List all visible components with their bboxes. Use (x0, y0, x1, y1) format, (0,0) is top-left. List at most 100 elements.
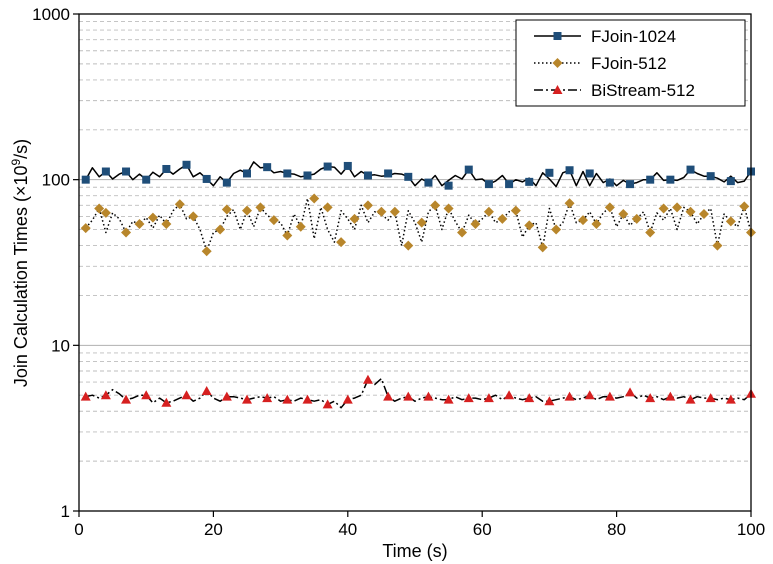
data-point-triangle (544, 396, 555, 406)
legend-entry-fjoin-1024: FJoin-1024 (534, 27, 676, 46)
data-point-diamond (174, 199, 185, 210)
data-point-diamond (510, 205, 521, 216)
plot-frame (78, 13, 752, 512)
data-point-square (122, 167, 131, 176)
y-tick-label: 1000 (32, 5, 70, 24)
legend-marker-diamond (552, 58, 563, 68)
data-point-square (464, 165, 473, 174)
data-point-square (585, 169, 594, 178)
data-point-square (484, 180, 493, 189)
data-point-diamond (470, 219, 481, 230)
data-point-diamond (242, 205, 252, 216)
data-point-diamond (134, 219, 145, 230)
legend-entry-bistream-512: BiStream-512 (534, 81, 695, 100)
data-point-diamond (739, 201, 750, 212)
data-point-triangle (625, 387, 636, 397)
data-point-square (263, 163, 272, 172)
legend-label-fjoin-512: FJoin-512 (591, 54, 667, 73)
x-tick-label: 40 (338, 520, 357, 539)
series-fjoin-1024 (81, 160, 755, 190)
data-point-square (222, 178, 231, 187)
data-point-square (363, 171, 372, 180)
data-point-square (283, 169, 292, 178)
data-point-diamond (672, 202, 683, 213)
data-point-diamond (591, 219, 602, 230)
data-point-square (303, 171, 312, 180)
data-point-square (404, 172, 413, 181)
axes: 0 20 40 60 80 100 1 10 100 1000 (32, 5, 765, 539)
x-tick-label: 0 (74, 520, 83, 539)
data-point-diamond (443, 203, 454, 214)
legend-marker-square (553, 32, 562, 40)
data-point-square (424, 178, 433, 187)
data-point-diamond (604, 202, 615, 213)
y-axis-title-superscript: 9 (9, 159, 23, 166)
data-point-diamond (698, 209, 709, 220)
x-tick-label: 60 (473, 520, 492, 539)
data-point-triangle (181, 390, 192, 400)
series-fjoin-512 (80, 193, 756, 257)
legend-marker-triangle (552, 85, 563, 94)
data-point-diamond (712, 240, 723, 251)
data-point-diamond (537, 242, 548, 253)
data-point-triangle (665, 391, 676, 401)
x-tick-label: 100 (737, 520, 765, 539)
data-point-triangle (282, 394, 293, 404)
data-point-diamond (100, 207, 111, 218)
data-point-square (605, 178, 614, 187)
data-point-diamond (161, 219, 172, 230)
data-point-diamond (524, 220, 535, 231)
data-point-diamond (221, 204, 232, 215)
data-point-diamond (268, 215, 279, 226)
data-point-diamond (483, 206, 494, 217)
data-point-triangle (242, 394, 252, 404)
data-point-square (626, 180, 635, 189)
y-axis-title-tail: /s) (11, 139, 31, 159)
data-point-diamond (497, 213, 508, 224)
y-axis-title: Join Calculation Times (×109/s) (9, 139, 31, 387)
data-point-triangle (141, 390, 152, 400)
data-point-diamond (645, 227, 656, 238)
data-point-square (142, 175, 151, 184)
data-point-diamond (578, 215, 588, 226)
data-point-triangle (645, 393, 656, 403)
data-point-square (384, 169, 393, 178)
data-point-diamond (376, 206, 387, 217)
data-point-triangle (463, 393, 474, 403)
data-point-diamond (201, 246, 212, 257)
data-point-diamond (457, 227, 468, 238)
data-point-diamond (147, 212, 158, 223)
y-tick-label: 100 (42, 171, 70, 190)
series-layer (80, 160, 756, 409)
data-point-diamond (336, 237, 347, 248)
legend-label-fjoin-1024: FJoin-1024 (591, 27, 676, 46)
data-point-diamond (618, 209, 629, 220)
legend-label-bistream-512: BiStream-512 (591, 81, 695, 100)
data-point-triangle (302, 394, 313, 404)
data-point-triangle (121, 394, 132, 404)
data-point-triangle (322, 399, 333, 409)
data-point-triangle (604, 391, 615, 401)
data-point-triangle (443, 394, 454, 404)
data-point-triangle (342, 394, 353, 404)
x-tick-label: 80 (607, 520, 626, 539)
data-point-triangle (483, 393, 494, 403)
data-point-diamond (416, 217, 427, 228)
data-point-square (505, 180, 514, 189)
x-axis-title: Time (s) (382, 541, 447, 561)
data-point-square (81, 175, 90, 184)
data-point-square (202, 174, 211, 183)
y-tick-label: 10 (51, 336, 70, 355)
data-point-diamond (631, 213, 642, 224)
data-point-square (101, 167, 110, 176)
data-point-square (162, 164, 171, 173)
data-point-triangle (423, 391, 434, 401)
data-point-diamond (725, 216, 736, 227)
x-tick-label: 20 (204, 520, 223, 539)
data-point-triangle (524, 393, 535, 403)
data-point-square (323, 162, 332, 171)
data-point-diamond (564, 198, 575, 209)
data-point-triangle (221, 391, 232, 401)
data-point-diamond (94, 203, 105, 214)
